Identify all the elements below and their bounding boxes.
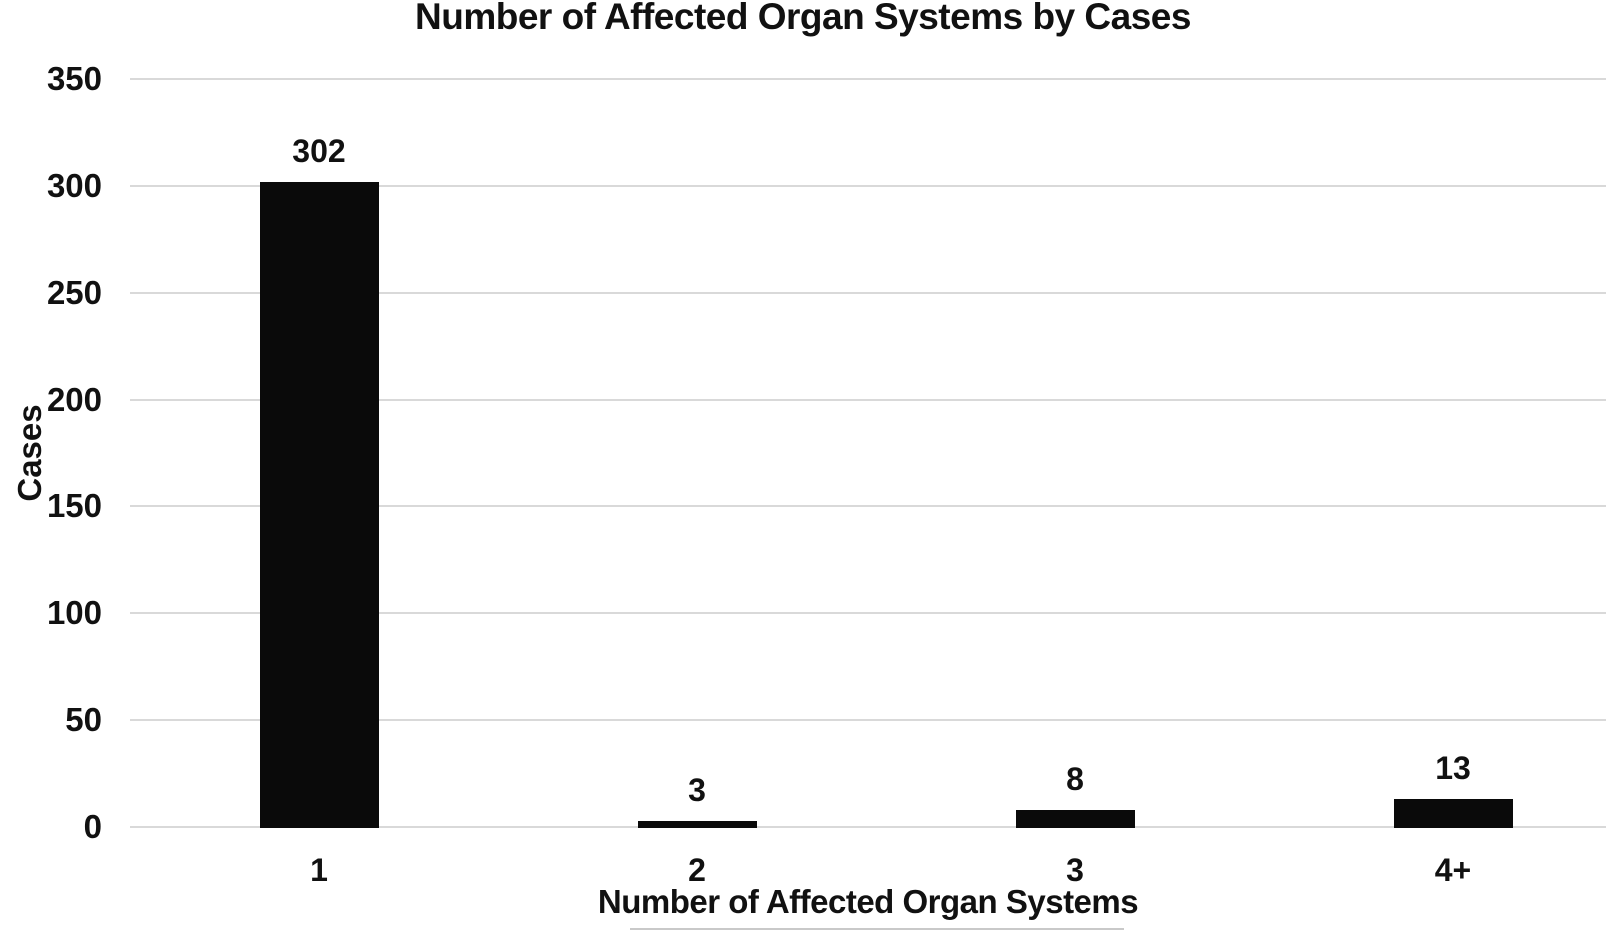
y-tick-label: 300: [46, 166, 102, 204]
bar-value-label: 13: [1435, 750, 1471, 787]
bar: [637, 820, 757, 828]
bar: [1015, 809, 1135, 828]
x-tick-label: 4+: [1434, 852, 1472, 888]
gridline: [130, 291, 1606, 294]
gridline: [130, 826, 1606, 828]
gridline: [130, 398, 1606, 401]
bar-value-label: 8: [1066, 760, 1084, 797]
y-tick-label: 350: [46, 60, 102, 97]
gridline: [130, 612, 1606, 615]
chart-title: Number of Affected Organ Systems by Case…: [415, 0, 1191, 37]
gridline: [130, 505, 1606, 508]
bar: [1393, 799, 1513, 828]
gridline: [130, 719, 1606, 722]
y-tick-label: 250: [46, 273, 102, 311]
y-tick-label: 50: [65, 701, 102, 739]
x-tick-label: 3: [1066, 852, 1084, 888]
bar: [259, 181, 379, 828]
y-tick-label: 150: [46, 487, 102, 525]
y-tick-label: 0: [83, 808, 102, 845]
bar-value-label: 302: [292, 132, 346, 169]
x-axis-title: Number of Affected Organ Systems: [597, 883, 1139, 920]
x-tick-label: 1: [310, 852, 328, 888]
x-tick-label: 2: [688, 852, 706, 888]
y-tick-label: 100: [46, 594, 102, 632]
gridline: [130, 78, 1606, 80]
y-tick-label: 200: [46, 380, 102, 418]
bottom-crop-line: [630, 928, 1124, 930]
bar-value-label: 3: [688, 771, 706, 808]
gridline: [130, 184, 1606, 187]
